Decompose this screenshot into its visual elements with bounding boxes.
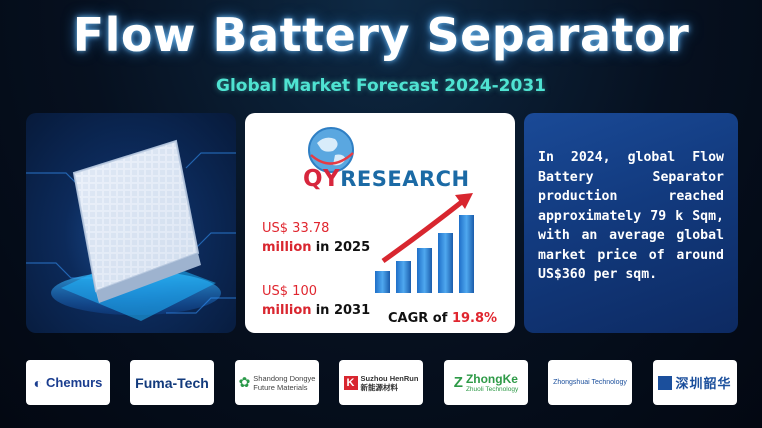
logo-zhongshuai: Zhongshuai Technology bbox=[548, 360, 632, 405]
stat-2031: US$ 100 million in 2031 bbox=[262, 282, 370, 320]
growth-arrow-icon bbox=[381, 199, 465, 264]
company-logos-row: ◐ Chemurs Fuma-Tech ✿ Shandong Dongye Fu… bbox=[26, 360, 738, 406]
logo-chemurs: ◐ Chemurs bbox=[26, 360, 110, 405]
logo-shenzhen-shaohua: 深圳韶华 bbox=[653, 360, 737, 405]
growth-bar bbox=[375, 271, 390, 293]
z-logo-icon: Z bbox=[453, 374, 463, 391]
k-logo-icon: K bbox=[343, 375, 358, 390]
stat-2031-value: US$ 100 bbox=[262, 284, 317, 299]
growth-bars-graphic bbox=[375, 193, 474, 293]
stat-2031-year: in 2031 bbox=[315, 303, 371, 318]
page-subtitle: Global Market Forecast 2024-2031 bbox=[216, 76, 546, 96]
battery-separator-illustration bbox=[26, 139, 236, 321]
growth-bar bbox=[396, 261, 411, 293]
logo-zhongke: Z ZhongKe Zhuoli Technology bbox=[444, 360, 528, 405]
stat-2025-year: in 2025 bbox=[315, 240, 371, 255]
chemurs-icon: ◐ bbox=[33, 374, 43, 391]
market-summary-text: In 2024, global Flow Battery Separator p… bbox=[538, 150, 724, 282]
square-logo-icon bbox=[658, 375, 673, 390]
logo-suzhou-henrun: K Suzhou HenRun 新能源材料 bbox=[339, 360, 423, 405]
stat-2025-unit: million bbox=[262, 240, 312, 255]
growth-arrowhead bbox=[455, 193, 473, 209]
growth-bar bbox=[459, 215, 474, 293]
forecast-card: QYRESEARCH US$ 33.78 million in 2025 US$… bbox=[245, 113, 515, 333]
market-summary-panel: In 2024, global Flow Battery Separator p… bbox=[524, 113, 738, 333]
cagr-label: CAGR of bbox=[388, 311, 448, 326]
product-image bbox=[26, 113, 236, 333]
growth-bar bbox=[417, 248, 432, 293]
growth-bar bbox=[438, 233, 453, 293]
stat-2031-unit: million bbox=[262, 303, 312, 318]
logo-shandong-dongye: ✿ Shandong Dongye Future Materials bbox=[235, 360, 319, 405]
cagr-value: 19.8% bbox=[451, 311, 498, 326]
globe-icon bbox=[308, 127, 354, 173]
logo-fuma-tech: Fuma-Tech bbox=[130, 360, 214, 405]
stat-2025: US$ 33.78 million in 2025 bbox=[262, 219, 370, 257]
qyresearch-logo: QYRESEARCH bbox=[303, 166, 470, 192]
leaf-icon: ✿ bbox=[238, 374, 251, 390]
stat-2025-value: US$ 33.78 bbox=[262, 221, 330, 236]
cagr-text: CAGR of 19.8% bbox=[388, 311, 497, 326]
page-title: Flow Battery Separator bbox=[72, 8, 690, 62]
